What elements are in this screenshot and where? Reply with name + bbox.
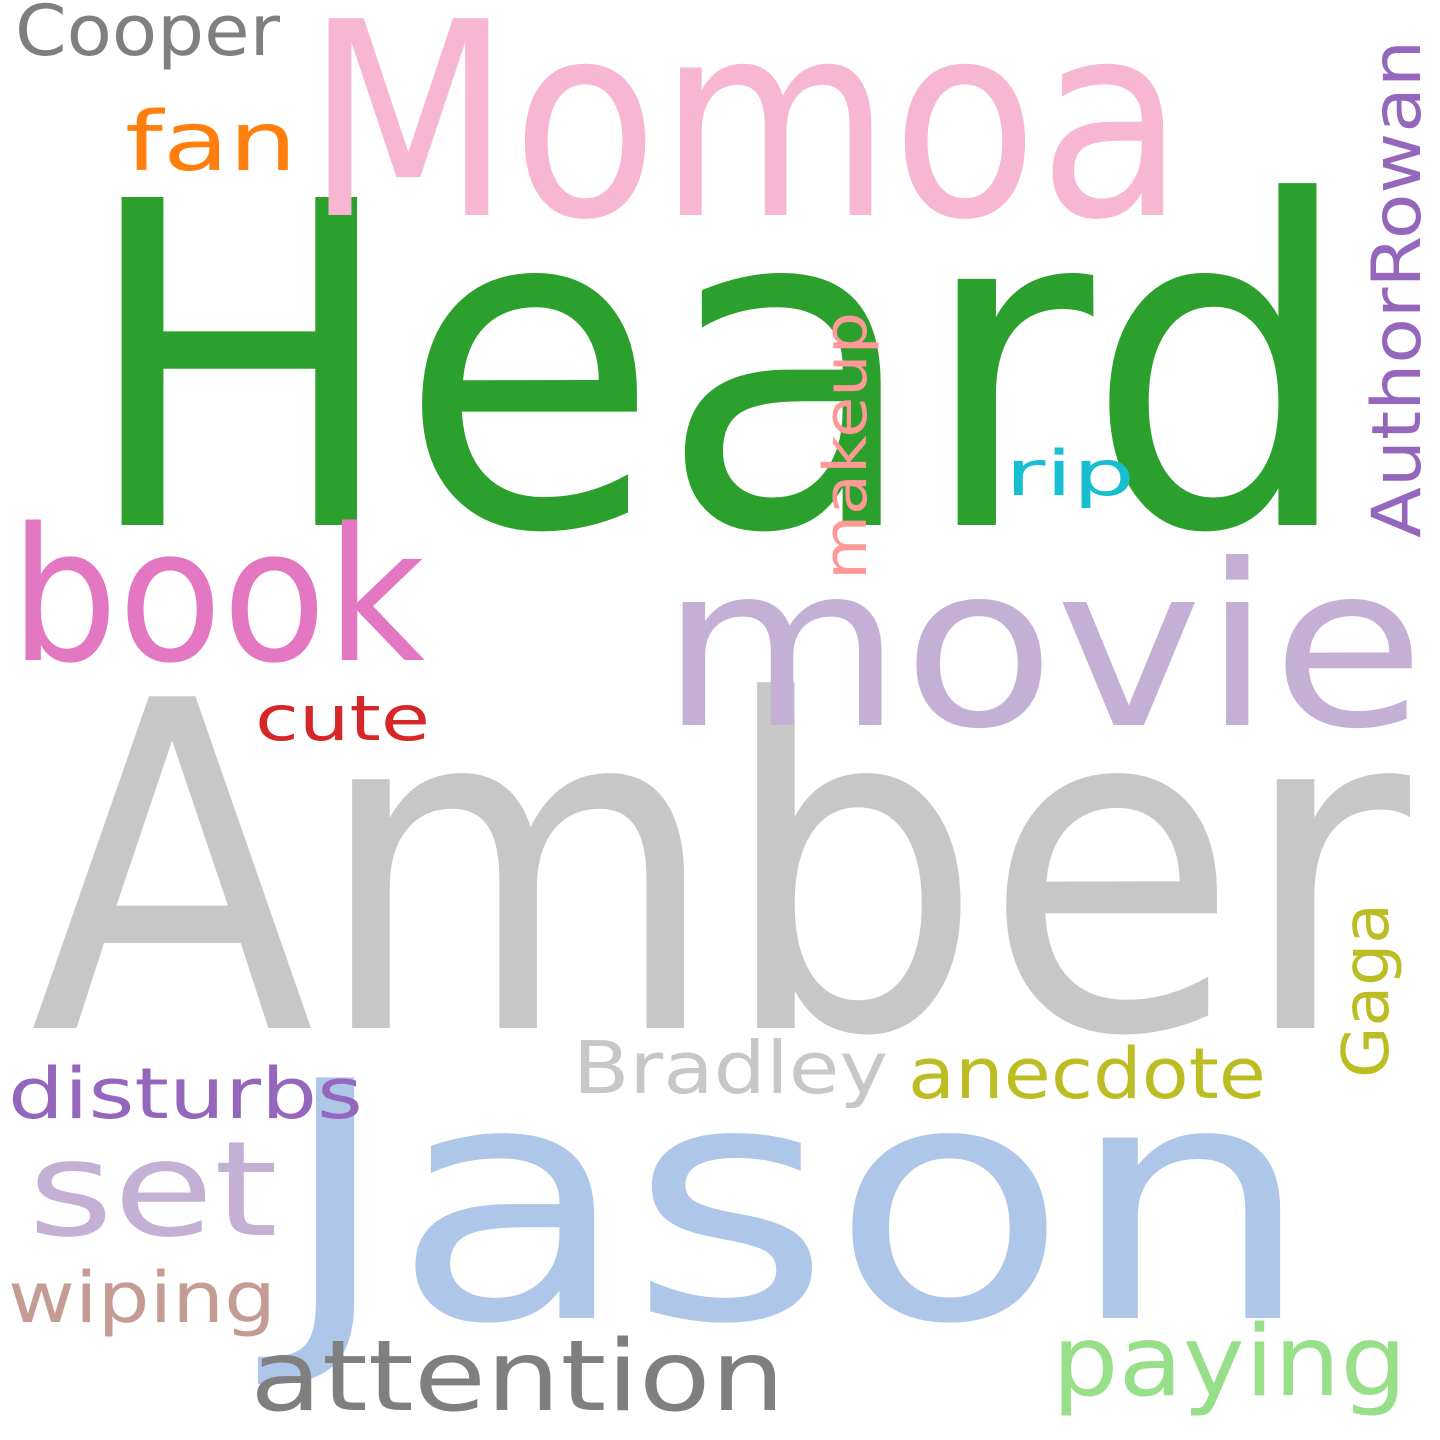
word-attention: attention [250, 1320, 785, 1434]
word-rip: rip [1005, 437, 1135, 510]
word-book: book [10, 488, 425, 704]
word-author-rowan: AuthorRowan [1358, 40, 1437, 538]
word-set: set [28, 1113, 278, 1267]
word-paying: paying [1052, 1305, 1407, 1419]
word-anecdote: anecdote [908, 1033, 1266, 1115]
word-bradley: Bradley [573, 1026, 888, 1110]
word-momoa: Momoa [305, 0, 1185, 279]
word-fan: fan [125, 95, 297, 190]
word-wiping: wiping [8, 1257, 276, 1339]
word-disturbs: disturbs [8, 1053, 363, 1135]
word-makeup: makeup [811, 312, 881, 580]
word-movie: movie [660, 517, 1425, 779]
word-gaga: Gaga [1330, 903, 1404, 1078]
word-cute: cute [255, 682, 430, 755]
word-cooper: Cooper [15, 0, 280, 72]
